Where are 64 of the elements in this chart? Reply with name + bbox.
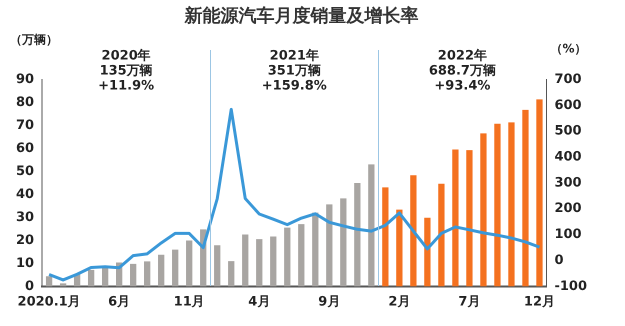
y2-axis-title: （%） bbox=[550, 42, 586, 56]
bar bbox=[452, 149, 459, 286]
x-tick-label: 7月 bbox=[458, 294, 480, 310]
x-tick-label: 9月 bbox=[318, 294, 340, 310]
y2-tick-label: 300 bbox=[554, 175, 582, 190]
bar bbox=[410, 175, 417, 286]
x-tick-label: 12月 bbox=[524, 294, 556, 310]
bar bbox=[508, 122, 515, 286]
x-tick-label: 4月 bbox=[248, 294, 270, 310]
annotation: 2021年 351万辆 +159.8% bbox=[262, 48, 327, 94]
bar bbox=[326, 204, 332, 286]
bar bbox=[130, 264, 136, 286]
bar bbox=[424, 218, 431, 286]
bar bbox=[102, 268, 108, 286]
bar bbox=[522, 110, 529, 286]
bar bbox=[228, 261, 234, 286]
bar bbox=[88, 270, 94, 286]
annotation: 2022年 688.7万辆 +93.4% bbox=[428, 48, 496, 94]
bar bbox=[494, 124, 501, 286]
y-tick-label: 70 bbox=[16, 118, 34, 133]
y2-tick-label: 600 bbox=[554, 98, 582, 113]
y2-tick-label: 400 bbox=[554, 150, 582, 165]
bar bbox=[242, 234, 248, 286]
x-tick-label: 6月 bbox=[108, 294, 130, 310]
y2-tick-label: 700 bbox=[554, 72, 582, 87]
y-tick-label: 90 bbox=[16, 72, 34, 87]
bar bbox=[536, 99, 543, 286]
x-tick-label: 2月 bbox=[388, 294, 410, 310]
y-tick-label: 80 bbox=[16, 94, 34, 110]
bar bbox=[284, 228, 290, 286]
bar bbox=[144, 261, 150, 286]
y-tick-label: 10 bbox=[16, 256, 34, 271]
y-tick-label: 30 bbox=[16, 210, 34, 225]
y2-tick-label: 500 bbox=[554, 124, 582, 139]
bar bbox=[466, 150, 473, 286]
x-tick-label: 11月 bbox=[174, 294, 205, 310]
chart-title: 新能源汽车月度销量及增长率 bbox=[184, 5, 418, 26]
bar bbox=[298, 224, 304, 286]
y2-tick-label: 200 bbox=[554, 201, 582, 216]
y-axis-title: （万辆） bbox=[10, 32, 58, 47]
bar bbox=[270, 236, 276, 286]
bar bbox=[382, 187, 388, 286]
bar bbox=[480, 133, 487, 286]
bar bbox=[396, 210, 403, 286]
bar bbox=[354, 183, 360, 286]
y-tick-label: 0 bbox=[25, 278, 34, 294]
bar bbox=[340, 198, 346, 286]
y-tick-label: 40 bbox=[16, 186, 34, 202]
y2-tick-label: 100 bbox=[554, 227, 582, 242]
bar bbox=[256, 239, 262, 286]
bar bbox=[214, 245, 220, 286]
bar bbox=[186, 240, 192, 286]
bar bbox=[312, 212, 318, 286]
bar bbox=[438, 184, 445, 286]
annotation: 2020年 135万辆 +11.9% bbox=[98, 48, 154, 94]
bar bbox=[158, 254, 164, 286]
bar bbox=[368, 164, 374, 286]
bar bbox=[172, 250, 178, 286]
y2-tick-label: -100 bbox=[554, 278, 588, 294]
x-tick-label: 2020.1月 bbox=[18, 294, 81, 310]
y-tick-label: 60 bbox=[16, 140, 34, 156]
y-tick-label: 20 bbox=[16, 232, 34, 248]
y2-tick-label: 0 bbox=[554, 252, 564, 268]
y-tick-label: 50 bbox=[16, 164, 34, 179]
